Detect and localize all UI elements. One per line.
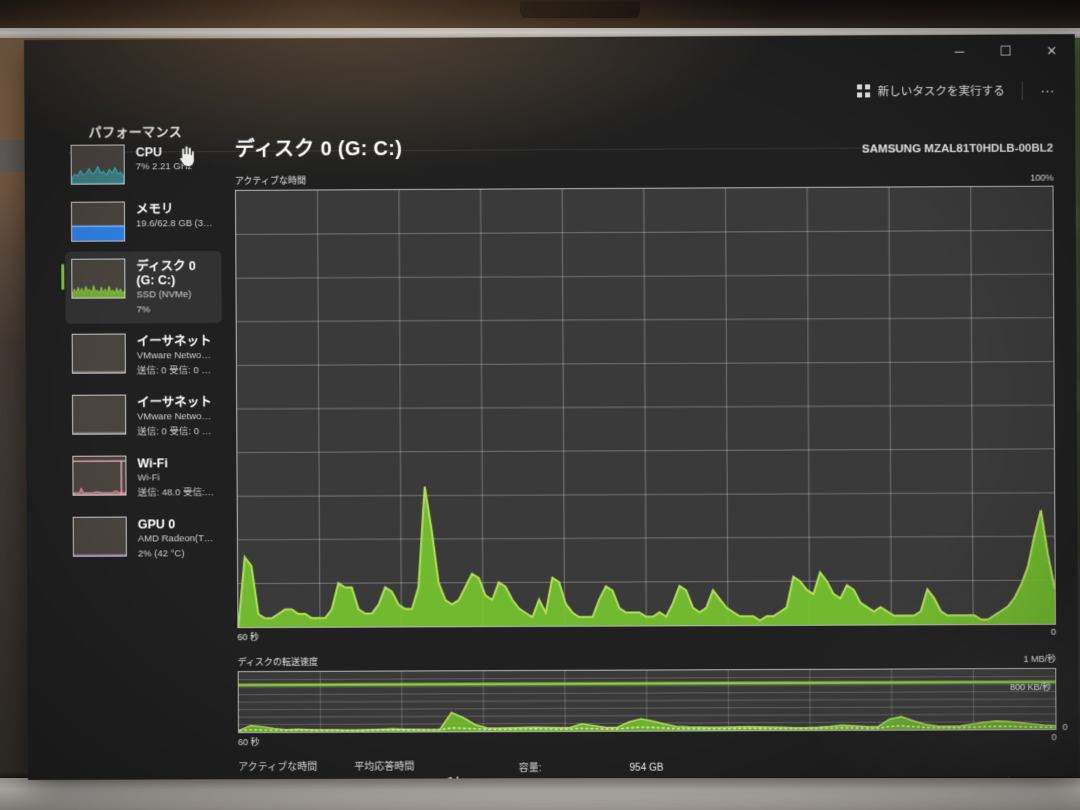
sidebar-item-text-4: イーサネット VMware Network … 送信: 0 受信: 0 Kbps xyxy=(137,394,214,438)
avg-response-label: 平均応答時間 xyxy=(354,761,415,773)
more-options-button[interactable]: … xyxy=(1039,79,1057,97)
laptop-bezel xyxy=(0,0,1080,30)
close-button[interactable]: ✕ xyxy=(1046,42,1058,58)
sidebar-item-name-6: GPU 0 xyxy=(137,517,176,532)
xfer-graph-x-left: 60 秒 xyxy=(238,737,260,748)
main-header: ディスク 0 (G: C:) SAMSUNG MZAL81T0HDLB-00BL… xyxy=(235,128,1054,161)
sidebar-thumbnail-2 xyxy=(71,258,126,299)
sidebar-item-text-0: CPU 7% 2.21 GHz xyxy=(136,144,193,174)
sidebar-item-line2-4: 送信: 0 受信: 0 Kbps xyxy=(137,425,215,437)
disk-model: SAMSUNG MZAL81T0HDLB-00BL2 xyxy=(861,142,1054,156)
sidebar-item-name-0: CPU xyxy=(135,145,163,160)
xfer-graph-labels: ディスクの転送速度 1 MB/秒 xyxy=(238,652,1057,668)
xfer-graph-zero-label: 0 xyxy=(1062,722,1068,733)
main-panel: ディスク 0 (G: C:) SAMSUNG MZAL81T0HDLB-00BL… xyxy=(221,128,1079,780)
command-bar-spacer xyxy=(40,92,847,96)
disk-transfer-rate-graph[interactable]: 800 KB/秒 0 xyxy=(237,667,1068,734)
active-graph-scale-max: 100% xyxy=(1030,172,1054,183)
sidebar-item-0[interactable]: CPU 7% 2.21 GHz xyxy=(65,137,221,192)
task-manager-window: ─ ☐ ✕ 新しいタスクを実行する … パフォーマンス CPU 7% 2.21 G… xyxy=(24,34,1079,780)
sidebar-thumbnail-4 xyxy=(71,394,127,435)
disk-title: ディスク 0 (G: C:) xyxy=(234,137,403,161)
active-time-label: アクティブな時間 xyxy=(238,761,318,774)
sidebar-thumbnail-6 xyxy=(72,516,127,557)
property-key-0: 容量: xyxy=(518,763,542,775)
stats-area: アクティブな時間 7% 読み取り速度 32.6 KB/秒 平均応答時間 95.8… xyxy=(238,757,1057,780)
sidebar-item-text-1: メモリ 19.6/62.8 GB (31%) xyxy=(136,201,213,231)
sidebar-item-name-5: Wi-Fi xyxy=(137,456,168,471)
sidebar: CPU 7% 2.21 GHz メモリ 19.6/62.8 GB (31%) ディスク … xyxy=(25,133,225,780)
sidebar-item-4[interactable]: イーサネット VMware Network … 送信: 0 受信: 0 Kbps xyxy=(66,387,222,446)
sidebar-item-text-3: イーサネット VMware Network … 送信: 0 受信: 0 Kbps xyxy=(137,333,214,377)
sidebar-item-line1-6: AMD Radeon(TM) … xyxy=(137,533,215,545)
sidebar-item-line2-2: 7% xyxy=(136,303,151,315)
active-graph-x-left: 60 秒 xyxy=(237,632,260,643)
sidebar-list: CPU 7% 2.21 GHz メモリ 19.6/62.8 GB (31%) ディスク … xyxy=(65,137,223,568)
sidebar-item-name-4: イーサネット xyxy=(137,395,212,410)
xfer-graph-x-right: 0 xyxy=(1051,732,1057,743)
sidebar-thumbnail-5 xyxy=(72,455,127,496)
minimize-button[interactable]: ─ xyxy=(954,43,964,59)
window-body: CPU 7% 2.21 GHz メモリ 19.6/62.8 GB (31%) ディスク … xyxy=(24,110,1078,780)
sidebar-item-line1-5: Wi-Fi xyxy=(137,472,160,484)
sidebar-thumbnail-3 xyxy=(71,333,126,374)
disk-transfer-plot xyxy=(239,669,1056,733)
active-graph-axis: 60 秒 0 xyxy=(237,627,1056,643)
sidebar-item-line2-3: 送信: 0 受信: 0 Kbps xyxy=(136,364,214,376)
command-bar: 新しいタスクを実行する … xyxy=(24,70,1075,116)
screen-bottom-edge xyxy=(0,778,1080,810)
maximize-button[interactable]: ☐ xyxy=(999,43,1012,59)
xfer-graph-inner-label: 800 KB/秒 xyxy=(1010,681,1052,693)
sidebar-item-name-3: イーサネット xyxy=(136,334,212,349)
sidebar-item-2[interactable]: ディスク 0 (G: C:) SSD (NVMe) 7% xyxy=(65,251,222,324)
active-graph-x-right: 0 xyxy=(1050,626,1057,637)
stat-avg-response: 平均応答時間 95.8 ミリ秒 書き込み速度 216 KB/秒 xyxy=(354,759,505,780)
active-graph-labels: アクティブな時間 100% xyxy=(235,170,1054,187)
sidebar-item-name-2: ディスク 0 (G: C:) xyxy=(136,259,196,288)
sidebar-item-line1-3: VMware Network … xyxy=(136,350,214,362)
sidebar-item-3[interactable]: イーサネット VMware Network … 送信: 0 受信: 0 Kbps xyxy=(66,326,222,385)
sidebar-item-text-2: ディスク 0 (G: C:) SSD (NVMe) 7% xyxy=(136,258,213,316)
sidebar-item-name-1: メモリ xyxy=(135,202,174,217)
sidebar-item-line2-5: 送信: 48.0 受信: 904 Kbps xyxy=(137,486,215,499)
stat-active-time: アクティブな時間 7% 読み取り速度 32.6 KB/秒 xyxy=(238,760,355,780)
property-value-0: 954 GB xyxy=(629,762,664,774)
xfer-graph-scale-max: 1 MB/秒 xyxy=(1023,653,1057,665)
xfer-graph-label: ディスクの転送速度 xyxy=(237,656,319,668)
disk-properties: 容量:954 GBフォーマット済み:954 GBシステム ディスク:はいページ … xyxy=(519,759,688,780)
active-time-graph[interactable] xyxy=(234,185,1056,629)
xfer-graph-axis: 60 秒 0 xyxy=(238,732,1057,748)
run-new-task-button[interactable]: 新しいタスクを実行する xyxy=(847,78,1013,105)
sidebar-item-line1-2: SSD (NVMe) xyxy=(136,289,192,301)
window-title-bar: ─ ☐ ✕ xyxy=(24,34,1075,76)
sidebar-item-line1-0: 7% 2.21 GHz xyxy=(135,161,193,173)
sidebar-item-line2-6: 2% (42 °C) xyxy=(137,547,185,560)
webcam-notch xyxy=(520,2,640,18)
new-task-grid-icon xyxy=(856,84,871,98)
sidebar-item-line1-1: 19.6/62.8 GB (31%) xyxy=(136,218,214,230)
sidebar-thumbnail-1 xyxy=(70,201,126,242)
active-time-plot xyxy=(236,187,1055,627)
run-new-task-label: 新しいタスクを実行する xyxy=(877,85,1005,99)
active-graph-label: アクティブな時間 xyxy=(234,175,307,186)
sidebar-item-line1-4: VMware Network … xyxy=(137,411,215,423)
sidebar-thumbnail-0 xyxy=(70,144,125,185)
sidebar-item-1[interactable]: メモリ 19.6/62.8 GB (31%) xyxy=(65,194,221,249)
command-bar-separator xyxy=(1021,81,1023,100)
